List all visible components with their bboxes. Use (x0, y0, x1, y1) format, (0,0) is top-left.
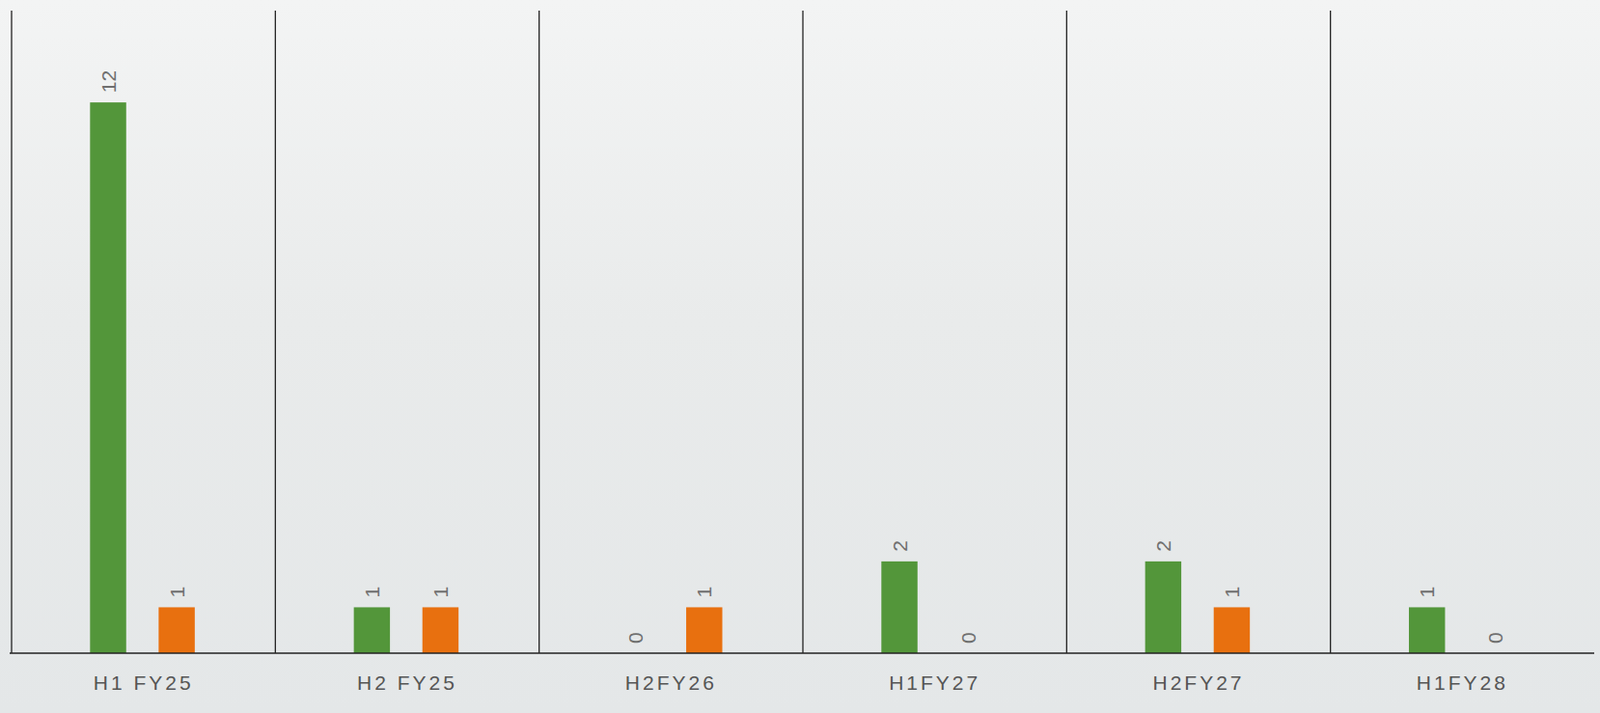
data-label: 1 (1415, 586, 1438, 599)
category-label: H2FY27 (1152, 671, 1244, 694)
bar (1213, 606, 1250, 654)
data-label: 1 (692, 586, 716, 599)
chart: 12 1 0 2 2 1 1 1 1 0 1 0 H1 FY25 H2 FY25 H2FY26 H1FY27 H… (0, 0, 1600, 713)
bar (158, 606, 194, 654)
bar (354, 606, 390, 654)
bar (422, 606, 459, 654)
data-label: 0 (957, 632, 980, 644)
bars (89, 102, 1445, 654)
x-axis (9, 652, 1595, 654)
data-label: 12 (97, 70, 120, 93)
panel-divider (1066, 10, 1068, 654)
panel-divider (801, 10, 803, 654)
data-label: 2 (888, 540, 911, 552)
bar (1145, 561, 1182, 654)
data-label: 1 (429, 586, 452, 599)
category-label: H1FY27 (888, 671, 981, 694)
data-label: 1 (360, 586, 384, 599)
category-label: H2FY26 (625, 671, 718, 694)
panel-divider (1329, 10, 1331, 654)
panel-divider (10, 10, 12, 654)
data-label: 1 (165, 586, 189, 599)
data-labels: 12 1 0 2 2 1 1 1 1 0 1 0 (97, 70, 1508, 644)
data-label: 2 (1152, 540, 1175, 552)
category-label: H1 FY25 (93, 671, 194, 694)
data-label: 0 (1484, 632, 1507, 644)
bar (686, 606, 722, 654)
category-label: H2 FY25 (357, 671, 458, 694)
bar (881, 561, 917, 654)
panel-divider (275, 10, 276, 654)
panel-divider (538, 10, 540, 654)
data-label: 1 (1220, 586, 1243, 599)
data-label: 0 (624, 632, 647, 644)
bar (89, 102, 126, 654)
bar (1408, 606, 1445, 654)
category-label: H1FY28 (1416, 671, 1509, 694)
